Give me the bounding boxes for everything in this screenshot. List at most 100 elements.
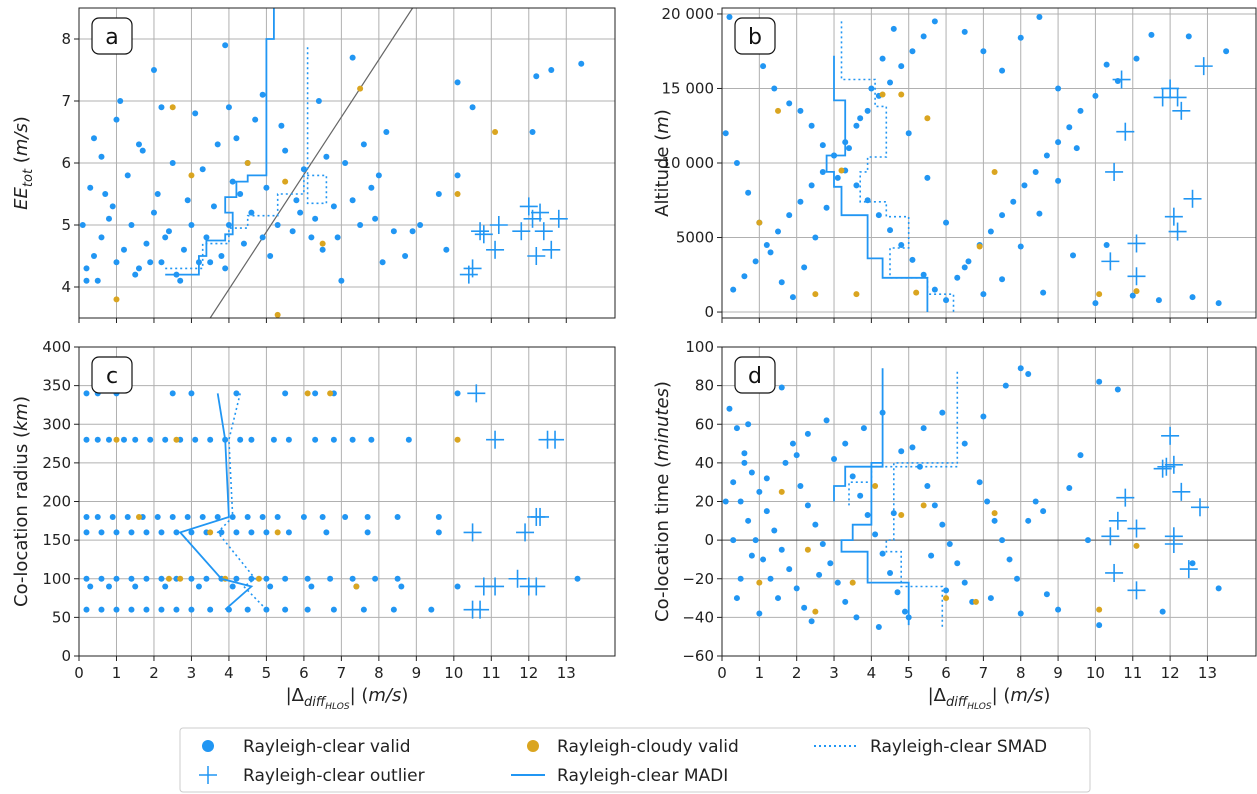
valid-point bbox=[827, 560, 834, 567]
valid-point bbox=[1025, 371, 1032, 378]
valid-point bbox=[237, 191, 244, 197]
valid-point bbox=[741, 459, 748, 466]
valid-point bbox=[368, 184, 375, 191]
valid-point bbox=[188, 575, 195, 582]
outlier-marker bbox=[1183, 189, 1202, 208]
valid-point bbox=[928, 552, 935, 559]
valid-point bbox=[87, 583, 94, 590]
valid-point bbox=[177, 277, 184, 284]
valid-point bbox=[312, 390, 319, 397]
valid-point bbox=[435, 513, 442, 520]
valid-point bbox=[124, 172, 131, 179]
valid-point bbox=[733, 595, 740, 602]
valid-point bbox=[338, 277, 345, 284]
valid-point bbox=[90, 135, 97, 142]
madi-line bbox=[833, 368, 910, 626]
x-tick-label: 3 bbox=[829, 664, 839, 682]
valid-point bbox=[285, 436, 292, 443]
valid-point bbox=[793, 452, 800, 459]
outlier-marker bbox=[489, 216, 508, 234]
valid-point bbox=[390, 228, 397, 235]
x-tick-label: 12 bbox=[1161, 664, 1180, 682]
y-tick-label: 5 bbox=[61, 216, 71, 234]
valid-point bbox=[297, 209, 304, 216]
y-tick-label: 150 bbox=[42, 531, 71, 549]
valid-point bbox=[154, 513, 161, 520]
valid-point bbox=[233, 575, 240, 582]
valid-point bbox=[730, 286, 737, 293]
x-tick-label: 7 bbox=[979, 664, 989, 682]
valid-point bbox=[920, 33, 927, 40]
valid-point bbox=[357, 222, 364, 228]
outlier-marker bbox=[542, 240, 561, 259]
valid-point bbox=[745, 421, 752, 428]
cloudy-point bbox=[165, 575, 172, 582]
plot-area-b bbox=[722, 13, 1230, 312]
legend-frame bbox=[179, 727, 1091, 793]
valid-point bbox=[808, 182, 815, 189]
valid-point bbox=[342, 160, 349, 166]
valid-point bbox=[797, 198, 804, 205]
y-tick-label: 10 000 bbox=[662, 154, 715, 172]
cloudy-point bbox=[454, 191, 461, 197]
x-tick-label: 8 bbox=[1016, 664, 1026, 682]
cloudy-point bbox=[838, 167, 845, 174]
valid-point bbox=[831, 456, 838, 463]
valid-point bbox=[349, 54, 356, 61]
x-tick-label: 1 bbox=[755, 664, 765, 682]
y-axis-label: Co-location time (minutes) bbox=[652, 381, 673, 622]
x-tick-label: 0 bbox=[74, 664, 84, 682]
legend-smad-label: Rayleigh-clear SMAD bbox=[870, 737, 1047, 757]
valid-point bbox=[1103, 241, 1110, 248]
valid-point bbox=[722, 498, 729, 505]
valid-point bbox=[233, 135, 240, 142]
valid-point bbox=[890, 510, 897, 517]
valid-point bbox=[924, 174, 931, 181]
valid-point bbox=[259, 234, 266, 241]
valid-point bbox=[943, 219, 950, 226]
valid-point bbox=[890, 25, 897, 32]
cloudy-point bbox=[1133, 542, 1140, 549]
outlier-marker bbox=[1101, 527, 1120, 546]
valid-point bbox=[853, 122, 860, 129]
y-tick-label: 400 bbox=[42, 338, 71, 356]
valid-point bbox=[845, 145, 852, 152]
x-tick-label: 12 bbox=[519, 664, 538, 682]
valid-point bbox=[94, 436, 101, 443]
cloudy-point bbox=[872, 483, 879, 490]
y-tick-label: 8 bbox=[61, 30, 71, 48]
valid-point bbox=[875, 212, 882, 219]
valid-point bbox=[83, 265, 90, 272]
valid-point bbox=[364, 529, 371, 536]
outlier-marker bbox=[516, 523, 535, 542]
x-tick-label: 4 bbox=[224, 664, 234, 682]
valid-point bbox=[999, 212, 1006, 219]
outlier-marker bbox=[486, 240, 505, 259]
cloudy-point bbox=[812, 291, 819, 298]
valid-point bbox=[207, 436, 214, 443]
valid-point bbox=[113, 116, 120, 123]
valid-point bbox=[169, 160, 176, 166]
valid-point bbox=[887, 569, 894, 576]
valid-point bbox=[842, 598, 849, 605]
valid-point bbox=[801, 604, 808, 611]
x-tick-label: 9 bbox=[1053, 664, 1063, 682]
valid-point bbox=[980, 48, 987, 55]
valid-point bbox=[1032, 168, 1039, 175]
valid-point bbox=[113, 575, 120, 582]
valid-point bbox=[1055, 606, 1062, 613]
valid-point bbox=[1040, 289, 1047, 296]
valid-point bbox=[533, 73, 540, 80]
y-tick-label: 40 bbox=[695, 454, 714, 472]
outlier-marker bbox=[1161, 426, 1180, 445]
outlier-marker bbox=[471, 600, 490, 619]
outlier-marker bbox=[1112, 70, 1131, 89]
valid-point bbox=[898, 63, 905, 70]
outlier-marker bbox=[1127, 519, 1146, 538]
cloudy-point bbox=[898, 512, 905, 519]
valid-point bbox=[737, 575, 744, 582]
valid-point bbox=[741, 450, 748, 457]
legend-valid-marker bbox=[202, 740, 214, 752]
outlier-marker bbox=[508, 569, 527, 588]
